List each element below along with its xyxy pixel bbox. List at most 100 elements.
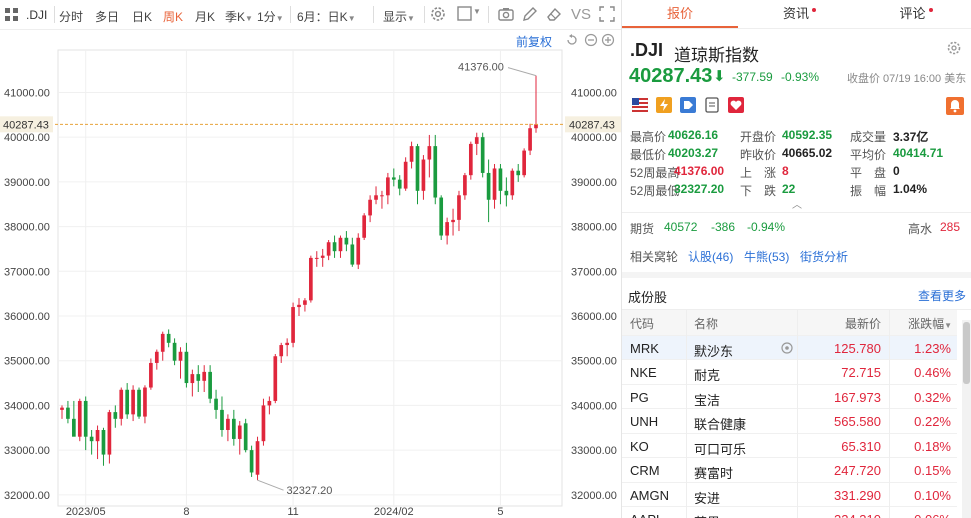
fullscreen-icon[interactable] xyxy=(598,5,616,23)
futures-pct: -0.94% xyxy=(747,220,786,234)
candle-body xyxy=(267,400,272,406)
table-row[interactable]: AAPL 苹果 224.310 0.06% xyxy=(622,506,957,518)
kline-chart[interactable]: 40287.43 40287.43 41376.00 32327.20 41000.0… xyxy=(0,30,621,518)
table-row[interactable]: UNH 联合健康 565.580 0.22% xyxy=(622,408,957,433)
candle-body xyxy=(492,168,497,200)
related-warrants[interactable]: 认股(46) xyxy=(688,250,734,264)
candle-body xyxy=(427,146,432,160)
tide-label: 高水 xyxy=(908,222,933,236)
stock-change: 0.06% xyxy=(914,512,951,518)
related-analysis[interactable]: 街货分析 xyxy=(800,250,849,264)
candle-body xyxy=(457,195,461,220)
adjust-mode-label[interactable]: 前复权 xyxy=(516,35,553,49)
table-row[interactable]: AMGN 安进 331.290 0.10% xyxy=(622,481,957,507)
current-price-label-left: 40287.43 xyxy=(3,119,49,131)
col-code[interactable]: 代码 xyxy=(630,317,655,331)
volume-value: 3.37亿 xyxy=(893,130,929,144)
zoom-in-icon[interactable] xyxy=(601,33,615,50)
quote-change-pct: -0.93% xyxy=(781,70,820,84)
tab-news[interactable]: 资讯 xyxy=(738,0,854,28)
candle-body xyxy=(480,137,485,173)
related-cbbc[interactable]: 牛熊(53) xyxy=(744,250,790,264)
candle-body xyxy=(101,430,106,455)
candle-body xyxy=(89,436,94,442)
kline-chart-svg[interactable]: 40287.43 40287.43 41376.00 32327.20 41000.0… xyxy=(0,30,621,518)
constituents-title: 成份股 xyxy=(628,290,668,305)
candle-body xyxy=(374,195,378,200)
grid-menu-icon[interactable] xyxy=(4,7,20,23)
favorite-heart-icon[interactable] xyxy=(728,97,744,116)
alert-bell-icon[interactable] xyxy=(946,97,964,118)
stock-price: 65.310 xyxy=(841,438,881,454)
unchanged-label: 平 盘 xyxy=(850,166,887,180)
period-daily[interactable]: 日K xyxy=(132,10,153,24)
candle-body xyxy=(498,168,503,191)
scrollbar-track[interactable] xyxy=(962,320,971,518)
eye-icon[interactable] xyxy=(780,341,794,358)
period-minute[interactable]: 1分▼ xyxy=(257,10,284,24)
scrollbar-thumb[interactable] xyxy=(963,322,970,384)
stock-code: NKE xyxy=(630,365,657,380)
candle-body xyxy=(95,430,100,442)
candle-body xyxy=(528,128,532,151)
candle-body xyxy=(77,400,82,437)
toolbar-symbol: .DJI xyxy=(26,8,48,22)
period-weekly[interactable]: 周K xyxy=(163,10,184,24)
eraser-icon[interactable] xyxy=(545,5,563,23)
checkbox-icon[interactable] xyxy=(456,5,474,23)
y-tick-label-left: 41000.00 xyxy=(4,87,50,99)
y-tick-label-left: 36000.00 xyxy=(4,311,50,323)
col-change[interactable]: 涨跌幅▼ xyxy=(908,317,952,331)
stock-code: MRK xyxy=(630,340,659,356)
table-row[interactable]: PG 宝洁 167.973 0.32% xyxy=(622,383,957,409)
52w-high-value: 41376.00 xyxy=(674,164,725,178)
y-tick-label-right: 34000.00 xyxy=(571,400,617,412)
y-tick-label-left: 39000.00 xyxy=(4,177,50,189)
table-row[interactable]: CRM 赛富时 247.720 0.15% xyxy=(622,457,957,482)
lightning-icon[interactable] xyxy=(656,97,672,116)
period-intraday[interactable]: 分时 xyxy=(59,10,84,24)
adjust-select[interactable]: 6月：日K▼ xyxy=(297,10,356,24)
table-row[interactable]: MRK 默沙东 125.780 1.23% xyxy=(622,334,957,359)
candle-body xyxy=(468,143,473,176)
dropdown-arrow-icon[interactable]: ▼ xyxy=(473,7,481,16)
candle-body xyxy=(243,423,248,451)
col-name[interactable]: 名称 xyxy=(694,317,719,331)
tab-comments[interactable]: 评论 xyxy=(854,0,971,28)
us-flag-icon xyxy=(631,97,649,115)
52w-high-label: 52周最高 xyxy=(630,166,680,180)
tag-icon[interactable] xyxy=(680,97,696,116)
camera-icon[interactable] xyxy=(497,5,515,23)
gear-icon[interactable] xyxy=(946,40,962,59)
table-header: 代码 名称 最新价 涨跌幅▼ xyxy=(622,310,957,335)
table-row[interactable]: NKE 耐克 72.715 0.46% xyxy=(622,359,957,384)
candle-body xyxy=(356,237,361,265)
candle-body xyxy=(338,237,343,252)
draw-pen-icon[interactable] xyxy=(521,5,539,23)
stock-name: 默沙东 xyxy=(694,343,734,359)
y-tick-label-right: 36000.00 xyxy=(571,311,617,323)
settings-icon[interactable] xyxy=(429,5,447,23)
stock-code: KO xyxy=(630,438,649,454)
tab-quote[interactable]: 报价 xyxy=(666,6,693,21)
collapse-chevron-icon[interactable]: ︿ xyxy=(792,200,802,211)
candle-body xyxy=(137,389,141,417)
period-monthly[interactable]: 月K xyxy=(195,10,216,24)
zoom-out-icon[interactable] xyxy=(584,33,598,50)
table-row[interactable]: KO 可口可乐 65.310 0.18% xyxy=(622,432,957,458)
candle-body xyxy=(184,351,189,384)
reset-icon[interactable] xyxy=(565,33,579,50)
candle-body xyxy=(314,257,319,259)
display-menu[interactable]: 显示▼ xyxy=(383,10,415,24)
y-tick-label-left: 38000.00 xyxy=(4,222,50,234)
current-price-tag-right xyxy=(565,116,621,133)
period-quarterly[interactable]: 季K▼ xyxy=(225,10,253,24)
current-price-tag-left xyxy=(0,116,53,133)
period-multiday[interactable]: 多日 xyxy=(95,10,120,24)
compare-vs-button[interactable]: VS xyxy=(571,6,592,23)
candle-body xyxy=(522,150,526,176)
view-more-link[interactable]: 查看更多 xyxy=(918,289,967,303)
candle-body xyxy=(285,342,289,346)
col-price[interactable]: 最新价 xyxy=(844,317,881,331)
document-icon[interactable] xyxy=(704,97,720,116)
